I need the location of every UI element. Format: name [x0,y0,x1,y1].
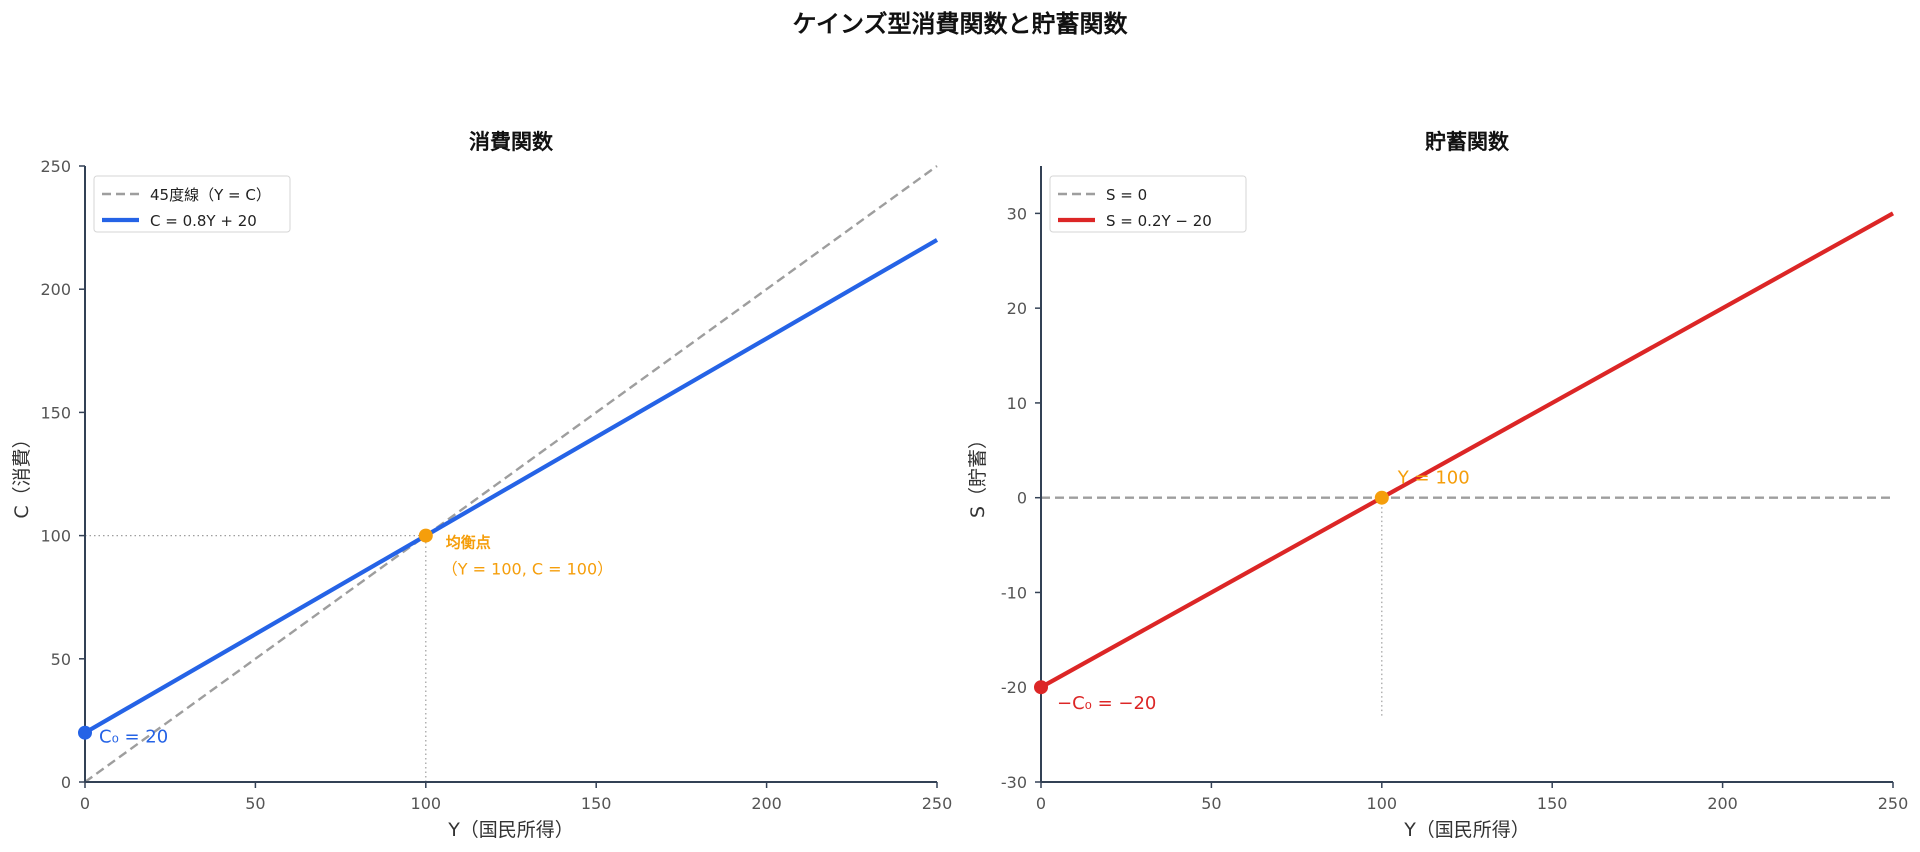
y-tick-label: 30 [1007,204,1027,223]
y-axis-label: S（貯蓄） [967,430,989,518]
y-tick-label: 50 [51,650,71,669]
equilibrium-label: Y = 100 [1397,468,1470,489]
equilibrium-point [418,528,433,543]
legend-box [93,175,291,233]
x-tick-label: 250 [922,794,953,813]
intercept-point [1034,680,1048,695]
function-line [1039,211,1895,690]
legend-box [1049,175,1247,233]
y-tick-label: 100 [40,527,71,546]
y-axis-label: C（消費） [11,429,33,518]
legend-entry: 45度線（Y = C） [150,186,271,204]
function-line [83,238,939,735]
x-tick-label: 150 [581,794,612,813]
x-axis-label: Y（国民所得） [447,819,574,841]
intercept-label: −C₀ = −20 [1057,693,1156,714]
y-tick-label: 20 [1007,299,1027,318]
intercept-label: C₀ = 20 [99,727,168,748]
consumption-function-chart: 消費関数 Y（国民所得） C（消費） 0 50 100 150 200 250 0 50 100 150… [11,130,952,841]
x-tick-label: 50 [1201,794,1221,813]
x-tick-label: 150 [1537,794,1568,813]
legend-entry: S = 0.2Y − 20 [1106,212,1212,230]
x-tick-label: 250 [1878,794,1909,813]
y-tick-label: 150 [40,403,71,422]
x-tick-label: 50 [245,794,265,813]
x-tick-label: 100 [411,794,442,813]
reference-line [84,165,938,783]
equilibrium-label: 均衡点 [446,534,491,552]
y-tick-label: 0 [1017,489,1027,508]
chart-title: 消費関数 [469,130,554,154]
chart-title: 貯蓄関数 [1425,130,1510,154]
y-tick-label: -10 [1001,583,1027,602]
x-tick-label: 100 [1367,794,1398,813]
x-tick-label: 200 [1707,794,1738,813]
legend-entry: S = 0 [1106,186,1147,204]
y-tick-label: 250 [40,157,71,176]
y-tick-label: -20 [1001,678,1027,697]
x-tick-label: 0 [1036,794,1046,813]
x-tick-label: 0 [80,794,90,813]
legend-entry: C = 0.8Y + 20 [150,212,257,230]
figure-suptitle: ケインズ型消費関数と貯蓄関数 [792,10,1128,38]
equilibrium-coordinates-label: （Y = 100, C = 100） [442,560,613,579]
y-tick-label: 0 [61,773,71,792]
intercept-point [78,725,92,740]
y-tick-label: 200 [40,280,71,299]
y-tick-label: -30 [1001,773,1027,792]
x-axis-label: Y（国民所得） [1403,819,1530,841]
y-tick-label: 10 [1007,394,1027,413]
x-tick-label: 200 [751,794,782,813]
equilibrium-point [1374,490,1389,505]
